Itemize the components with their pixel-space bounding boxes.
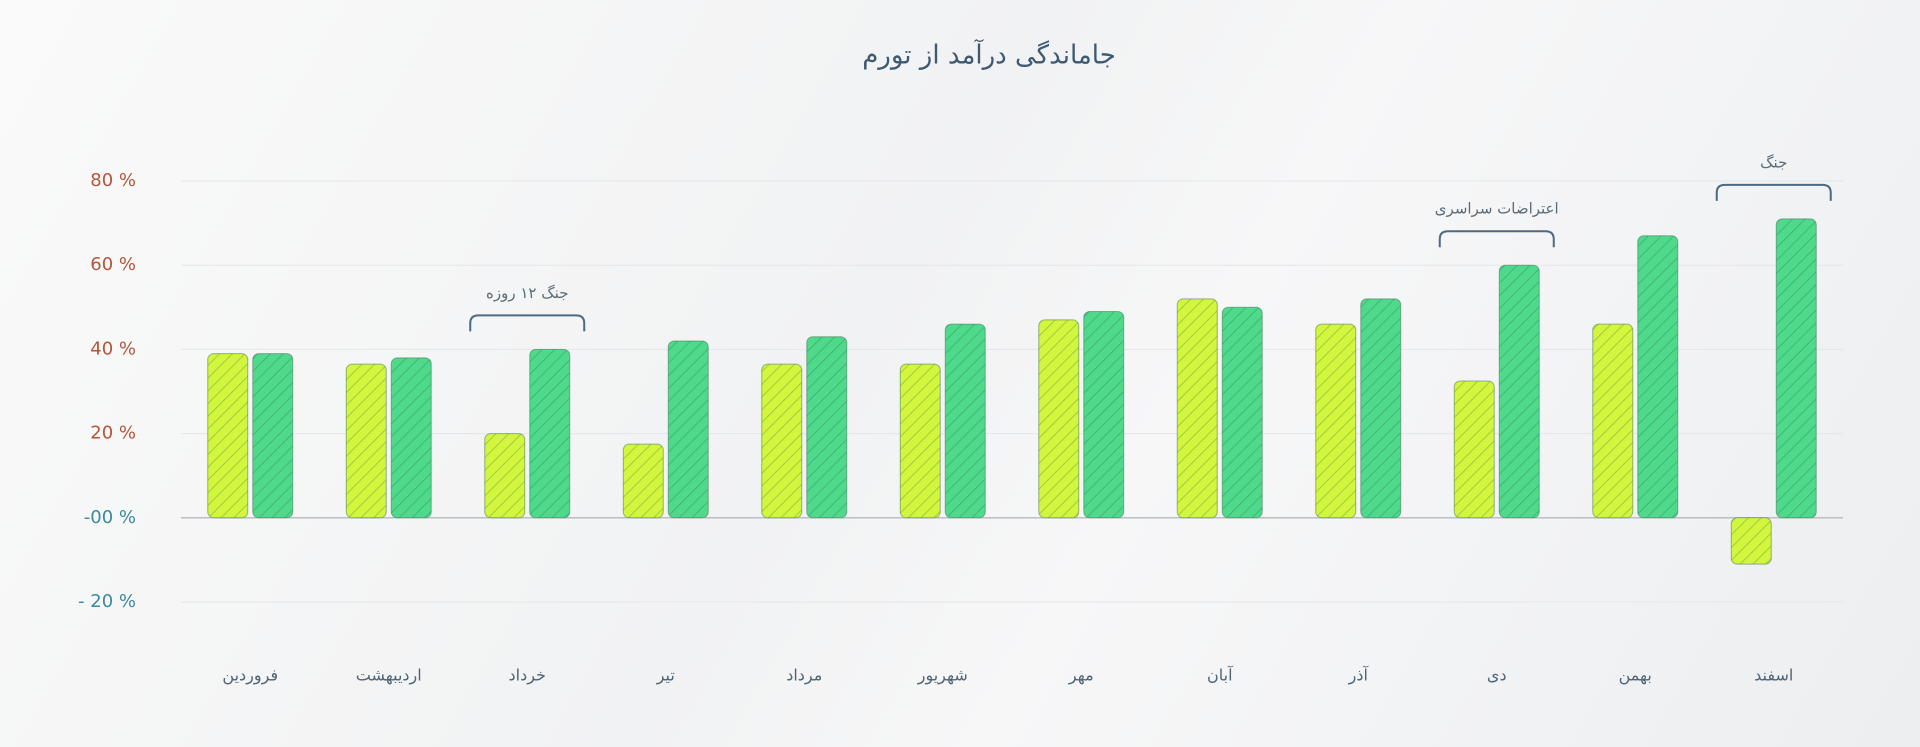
bar: [1730, 517, 1772, 565]
annotation-label: جنگ: [1760, 153, 1787, 171]
bar: [944, 323, 986, 519]
y-tick-label: 20 %: [90, 423, 136, 444]
bar: [1176, 298, 1218, 519]
x-tick-label: مهر: [1068, 666, 1094, 686]
bar: [345, 363, 387, 519]
bar: [1221, 306, 1263, 519]
bar: [1592, 323, 1634, 519]
annotation-label: اعتراضات سراسری: [1435, 200, 1559, 218]
y-tick-label: - 20 %: [78, 591, 136, 612]
y-tick-label: 40 %: [90, 338, 136, 359]
x-tick-label: فروردین: [222, 666, 278, 686]
bar: [252, 353, 294, 519]
bar: [1637, 235, 1679, 519]
y-tick-label: -00 %: [84, 507, 136, 528]
annotation-bracket: [1715, 183, 1832, 201]
bar: [529, 348, 571, 519]
annotation-label: جنگ ۱۲ روزه: [486, 284, 568, 302]
bar: [390, 357, 432, 519]
bar: [207, 353, 249, 519]
x-tick-label: اسفند: [1754, 666, 1793, 685]
annotation-bracket: [1438, 230, 1555, 248]
bar: [484, 433, 526, 519]
chart-title: جاماندگی درآمد از تورم: [862, 39, 1116, 71]
x-tick-label: شهریور: [917, 666, 968, 686]
bar: [1453, 380, 1495, 519]
x-tick-label: اردیبهشت: [356, 666, 422, 686]
x-tick-label: بهمن: [1619, 666, 1652, 686]
x-tick-label: آبان: [1207, 666, 1234, 685]
x-tick-label: تیر: [656, 666, 675, 686]
bar: [1775, 218, 1817, 519]
bar: [899, 363, 941, 519]
x-tick-label: دی: [1487, 666, 1507, 685]
bar: [761, 363, 803, 519]
y-tick-label: 80 %: [90, 170, 136, 191]
bar: [1498, 264, 1540, 519]
x-tick-label: مرداد: [786, 666, 822, 686]
x-tick-label: خرداد: [509, 666, 546, 686]
bar: [622, 443, 664, 519]
bar: [806, 336, 848, 519]
bar: [1315, 323, 1357, 519]
bar: [1360, 298, 1402, 519]
bar: [1038, 319, 1080, 519]
y-tick-label: 60 %: [90, 254, 136, 275]
x-tick-label: آذر: [1348, 666, 1370, 686]
annotation-bracket: [469, 314, 586, 332]
bar: [1083, 311, 1125, 519]
bar: [667, 340, 709, 519]
